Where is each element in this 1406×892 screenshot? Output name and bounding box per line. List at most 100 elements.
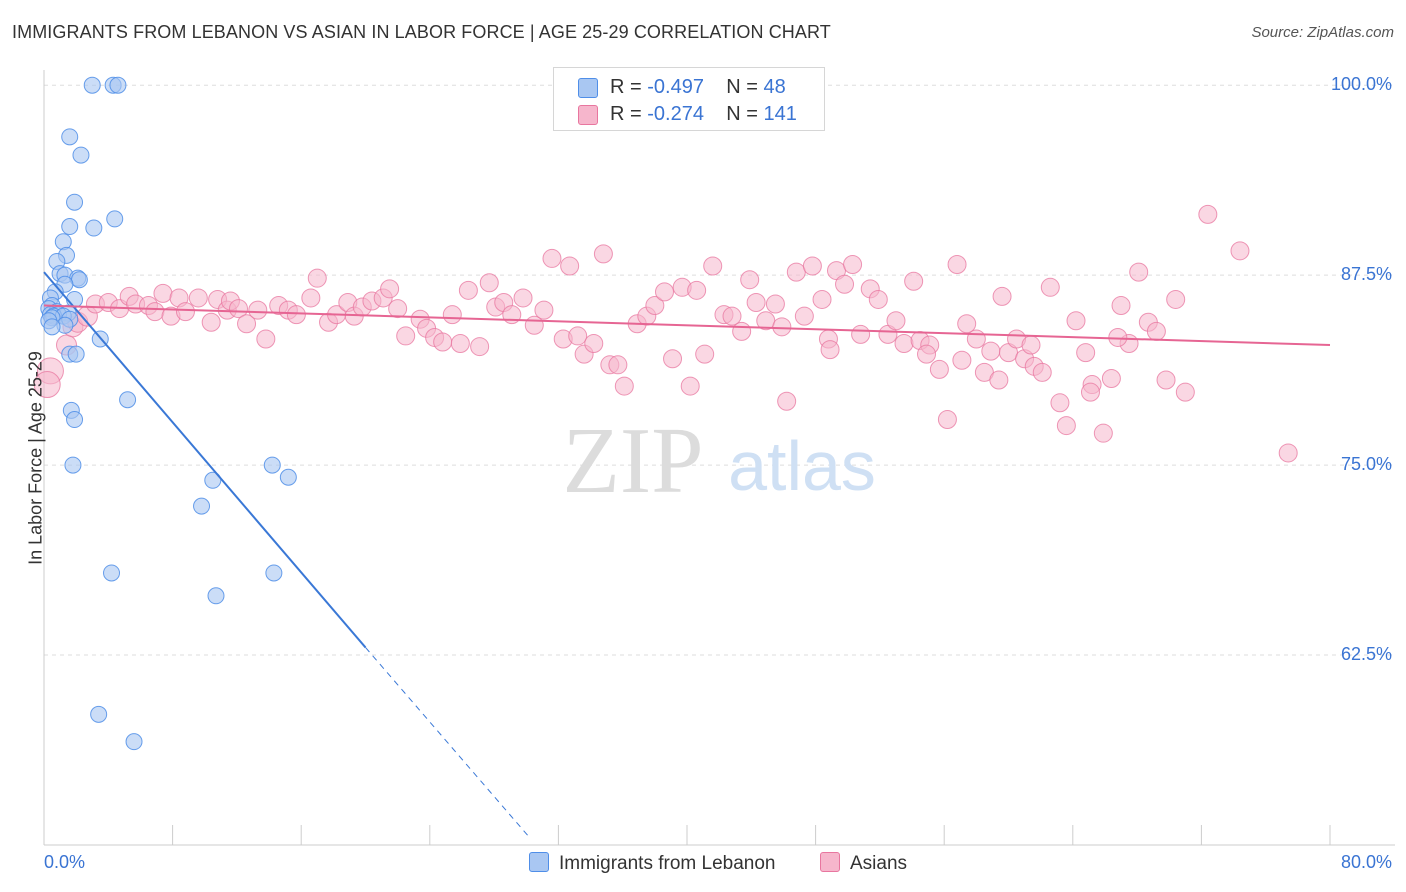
asians-point: [175, 302, 195, 322]
asians-point: [966, 329, 986, 349]
bottom-legend-swatch-pink: [820, 852, 840, 872]
asians-point: [904, 271, 924, 291]
lebanon-point: [70, 271, 88, 289]
y-tick-label: 100.0%: [1330, 74, 1392, 95]
asians-point: [732, 321, 752, 341]
legend-r-value: -0.497: [647, 76, 704, 98]
asians-point: [1066, 311, 1086, 331]
asians-point: [1076, 343, 1096, 363]
lebanon-point: [43, 318, 61, 336]
y-tick-label: 87.5%: [1340, 264, 1392, 285]
y-tick-label: 75.0%: [1340, 454, 1392, 475]
asians-point: [772, 317, 792, 337]
trend-line-lebanon: [43, 271, 367, 649]
asians-point: [1032, 362, 1052, 382]
legend-n-label: N =: [726, 103, 758, 125]
asians-point: [1198, 204, 1218, 224]
asians-point: [663, 349, 683, 369]
asians-point: [1056, 416, 1076, 436]
asians-point: [654, 282, 674, 302]
asians-point: [746, 293, 766, 312]
asians-point: [992, 286, 1012, 306]
asians-point: [380, 279, 400, 299]
asians-point: [1093, 423, 1113, 443]
trend-line-asians: [43, 304, 1331, 347]
chart-title: IMMIGRANTS FROM LEBANON VS ASIAN IN LABO…: [12, 22, 831, 42]
asians-point: [695, 344, 715, 364]
asians-point: [388, 299, 408, 319]
lebanon-point: [193, 497, 211, 515]
lebanon-point: [204, 471, 222, 489]
asians-point: [843, 255, 863, 275]
asians-point: [584, 334, 604, 354]
asians-point: [703, 256, 723, 276]
asians-point: [894, 334, 914, 354]
asians-point: [256, 329, 276, 349]
asians-point: [188, 288, 208, 308]
asians-point: [396, 326, 416, 346]
legend-text-lebanon: R = -0.497 N = 48: [610, 76, 786, 99]
asians-point: [614, 376, 634, 396]
asians-point: [153, 283, 173, 303]
y-tick-label: 62.5%: [1340, 644, 1392, 665]
asians-point: [248, 300, 268, 320]
lebanon-point: [72, 146, 90, 164]
asians-point: [794, 306, 814, 326]
asians-point: [237, 314, 257, 334]
asians-point: [301, 288, 321, 308]
asians-point: [560, 256, 580, 276]
gridlines: [44, 84, 1395, 656]
asians-point: [1040, 277, 1060, 297]
asians-point: [450, 334, 470, 354]
asians-point: [307, 268, 327, 288]
asians-point: [1278, 443, 1298, 463]
lebanon-point: [66, 411, 84, 429]
lebanon-point: [85, 219, 103, 237]
asians-point: [777, 391, 797, 411]
legend-r-label: R =: [610, 103, 642, 125]
asians-point: [802, 256, 822, 276]
axes: [43, 70, 1395, 846]
asians-point: [786, 262, 806, 282]
asians-point: [680, 376, 700, 396]
asians-point: [470, 337, 490, 357]
asians-point: [722, 306, 742, 326]
source-label: Source: ZipAtlas.com: [1251, 24, 1394, 41]
asians-point: [593, 244, 613, 264]
asians-point: [201, 312, 221, 332]
asians-point: [513, 288, 533, 308]
asians-point: [952, 350, 972, 370]
asians-point: [608, 355, 628, 375]
lebanon-point: [61, 128, 79, 146]
asians-point: [542, 248, 562, 268]
asians-point: [917, 344, 937, 364]
asians-point: [929, 359, 949, 379]
asians-point: [937, 410, 957, 430]
lebanon-point: [263, 456, 281, 474]
bottom-legend-label-asians: Asians: [850, 853, 908, 874]
asians-point: [286, 305, 306, 325]
bottom-legend-asians: Asians: [820, 852, 907, 875]
asians-point: [989, 370, 1009, 390]
asians-point: [957, 314, 977, 334]
asians-point: [886, 311, 906, 331]
legend-text-asians: R = -0.274 N = 141: [610, 103, 797, 126]
asians-point: [820, 340, 840, 360]
asians-point: [145, 302, 165, 322]
legend-n-label: N =: [726, 76, 758, 98]
lebanon-point: [103, 564, 121, 582]
lebanon-point: [61, 218, 79, 236]
bottom-legend-lebanon: Immigrants from Lebanon: [529, 852, 776, 875]
asians-point: [765, 294, 785, 314]
asians-point: [812, 289, 832, 309]
bottom-legend-swatch-blue: [529, 852, 549, 872]
series-immigrants-from-lebanon: [40, 76, 297, 751]
lebanon-point: [109, 76, 127, 94]
asians-point: [1175, 382, 1195, 402]
asians-point: [1129, 262, 1149, 282]
asians-point: [981, 341, 1001, 361]
lebanon-point: [207, 587, 225, 605]
x-tick-label-left: 0.0%: [44, 852, 86, 872]
asians-point: [1050, 393, 1070, 413]
watermark-atlas: atlas: [728, 427, 876, 505]
